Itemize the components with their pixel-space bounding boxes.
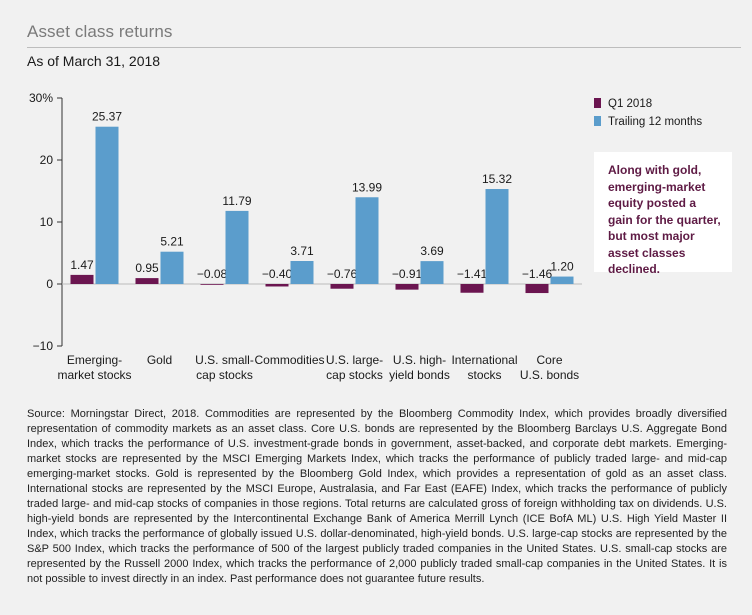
bar-trailing — [160, 251, 184, 284]
source-note: Source: Morningstar Direct, 2018. Commod… — [27, 408, 727, 585]
data-label-trailing: 25.37 — [92, 110, 122, 124]
chart-title: Asset class returns — [27, 22, 173, 41]
data-label-q1: −1.41 — [457, 267, 488, 281]
x-category-label: stocks — [467, 368, 501, 382]
bar-chart: −10 0 10 20 30% 1.47 25.37 Emerging-market stoc… — [29, 91, 702, 382]
x-category-label: market stocks — [57, 368, 131, 382]
bar-trailing — [290, 260, 314, 284]
x-category-label: cap stocks — [326, 368, 383, 382]
bar-q1 — [460, 284, 484, 293]
legend-label-q1: Q1 2018 — [608, 98, 652, 110]
bar-q1 — [70, 274, 94, 284]
callout-box: Along with gold, emerging-market equity … — [594, 152, 732, 276]
x-category-label: U.S. large- — [326, 353, 383, 367]
bar-trailing — [485, 189, 509, 284]
bar-q1 — [525, 284, 549, 294]
x-category-label: U.S. small- — [195, 353, 254, 367]
data-label-trailing: 15.32 — [482, 172, 512, 186]
data-label-trailing: 3.71 — [290, 244, 314, 258]
x-category-label: International — [451, 353, 517, 367]
bar-q1 — [135, 278, 159, 284]
y-tick-label: 0 — [46, 277, 53, 291]
data-label-q1: −0.40 — [262, 267, 293, 281]
y-tick-label: −10 — [33, 339, 54, 353]
x-category-label: Core — [536, 353, 562, 367]
legend-swatch-trailing — [594, 116, 601, 126]
x-category-label: Commodities — [254, 353, 324, 367]
data-label-q1: −0.08 — [197, 267, 228, 281]
chart-subtitle: As of March 31, 2018 — [27, 53, 161, 69]
bar-trailing — [420, 261, 444, 284]
bar-trailing — [95, 126, 119, 285]
legend-swatch-q1 — [594, 98, 601, 108]
bar-trailing — [225, 210, 249, 284]
data-label-q1: 1.47 — [70, 258, 94, 272]
bar-trailing — [550, 276, 574, 284]
x-category-label: Emerging- — [67, 353, 122, 367]
legend-label-trailing: Trailing 12 months — [608, 116, 702, 128]
data-label-trailing: 3.69 — [420, 244, 444, 258]
x-category-label: Gold — [147, 353, 172, 367]
x-category-label: U.S. bonds — [520, 368, 579, 382]
data-label-q1: −1.46 — [522, 267, 553, 281]
data-label-trailing: 5.21 — [160, 235, 184, 249]
data-label-trailing: 11.79 — [222, 194, 251, 208]
x-category-label: cap stocks — [196, 368, 253, 382]
bar-q1 — [395, 284, 419, 290]
x-category-label: yield bonds — [389, 368, 450, 382]
x-category-label: U.S. high- — [393, 353, 446, 367]
y-tick-label: 10 — [40, 215, 54, 229]
y-tick-label: 30% — [29, 91, 53, 105]
data-label-q1: −0.76 — [327, 267, 358, 281]
data-label-trailing: 1.20 — [550, 260, 574, 274]
bar-trailing — [355, 197, 379, 284]
bar-q1 — [200, 284, 224, 285]
title-divider — [27, 47, 741, 48]
bar-q1 — [265, 284, 289, 287]
data-label-q1: −0.91 — [392, 267, 423, 281]
data-label-q1: 0.95 — [135, 261, 159, 275]
data-label-trailing: 13.99 — [352, 180, 382, 194]
y-tick-label: 20 — [40, 153, 54, 167]
bar-q1 — [330, 284, 354, 289]
